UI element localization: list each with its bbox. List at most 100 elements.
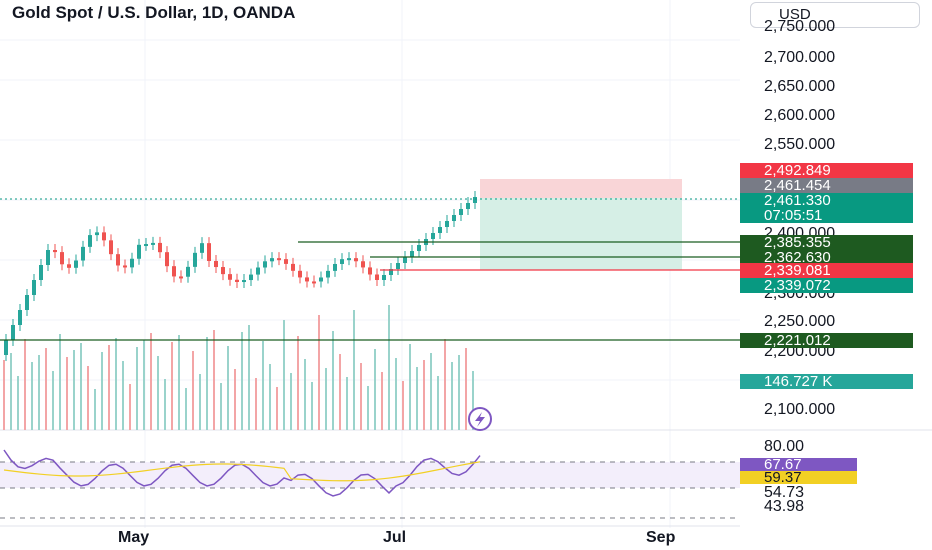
currency-selector[interactable]: USD (750, 2, 920, 28)
volume-bar (10, 353, 12, 430)
volume-bar (290, 373, 292, 430)
level-price-tag[interactable]: 2,385.355 (740, 235, 913, 250)
volume-bar (367, 386, 369, 430)
price-axis-label: 2,250.000 (764, 313, 836, 330)
volume-bar (374, 349, 376, 430)
candle-body (81, 246, 85, 261)
volume-bar (297, 336, 299, 430)
horizontal-levels (0, 198, 740, 341)
volume-bar (276, 387, 278, 430)
volume-bar (157, 356, 159, 430)
candle-body (158, 242, 162, 253)
candle-body (291, 263, 295, 271)
volume-bar (122, 361, 124, 430)
candle-body (340, 259, 344, 264)
candle-body (95, 232, 99, 236)
candle-body (319, 277, 323, 282)
level-price-tag[interactable]: 2,221.012 (740, 333, 913, 348)
volume-bar (451, 362, 453, 430)
volume-bar (388, 305, 390, 430)
take-profit-price-tag[interactable]: 2,339.072 (740, 278, 913, 293)
volume-bar (164, 379, 166, 430)
volume-bar (192, 351, 194, 430)
time-axis-label: Sep (646, 529, 676, 546)
candle-body (396, 263, 400, 269)
bar-countdown: 07:05:51 (764, 207, 823, 224)
candle-body (417, 245, 421, 251)
volume-bar (31, 362, 33, 430)
candle-body (242, 280, 246, 283)
candle-body (263, 261, 267, 268)
volume-bar (269, 364, 271, 430)
volume-bar (178, 335, 180, 430)
volume-tag[interactable]: 146.727 K (740, 374, 913, 389)
volume-bar (339, 354, 341, 430)
volume-bar (409, 344, 411, 430)
rsi-axis-label: 54.73 (764, 484, 805, 501)
stop-loss-price-tag[interactable]: 2,492.849 (740, 163, 913, 178)
volume-bar (227, 346, 229, 430)
candle-body (438, 227, 442, 233)
candle-body (347, 258, 351, 261)
volume-bar (402, 381, 404, 430)
rsi-axis-label: 80.00 (764, 438, 805, 455)
volume-bar (458, 355, 460, 430)
rsi-value-tag[interactable]: 67.67 (740, 457, 857, 472)
candle-body (221, 267, 225, 275)
candle-body (130, 258, 134, 268)
candle-body (228, 274, 232, 280)
candle-body (88, 235, 92, 247)
volume-bar (94, 389, 96, 430)
entry-price-tag[interactable]: 2,339.081 (740, 263, 913, 278)
volume-bar (73, 350, 75, 430)
volume-bar (45, 348, 47, 430)
last-price-tag[interactable]: 2,461.330 07:05:51 (740, 193, 913, 223)
candle-body (25, 295, 29, 310)
volume-bar (199, 374, 201, 430)
candle-body (172, 266, 176, 277)
volume-bar (437, 376, 439, 430)
candle-body (123, 265, 127, 268)
candle-body (298, 270, 302, 278)
candle-body (410, 251, 414, 257)
price-axis-label: 2,750.000 (764, 18, 836, 35)
volume-bar (346, 377, 348, 430)
rsi-ma-line (3, 461, 481, 482)
volume-bar (416, 367, 418, 430)
candle-body (32, 280, 36, 295)
volume-bar (101, 352, 103, 430)
volume-bar (304, 359, 306, 430)
volume-bars (3, 305, 474, 430)
volume-bar (234, 369, 236, 430)
rsi-axis-label: 43.98 (764, 498, 805, 515)
price-axis-label: 2,600.000 (764, 107, 836, 124)
price-axis-label: 2,650.000 (764, 78, 836, 95)
candle-body (312, 281, 316, 284)
candle-body (151, 242, 155, 245)
volume-bar (108, 345, 110, 430)
candle-body (193, 252, 197, 267)
volume-bar (311, 382, 313, 430)
candle-body (466, 203, 470, 209)
candles (4, 191, 477, 361)
candle-body (67, 264, 71, 268)
lightning-bolt-icon-glyph (475, 412, 485, 427)
icons-layer (468, 407, 492, 431)
candle-body (375, 274, 379, 280)
candle-body (74, 260, 78, 268)
candle-body (256, 267, 260, 275)
candle-body (305, 277, 309, 282)
time-axis-label: Jul (383, 529, 407, 546)
candle-body (179, 276, 183, 279)
volume-bar (59, 334, 61, 430)
candle-body (431, 233, 435, 239)
volume-bar (465, 348, 467, 430)
previous-close-price-tag[interactable]: 2,461.454 (740, 178, 913, 193)
candle-body (60, 252, 64, 265)
volume-bar (185, 388, 187, 430)
rsi-ma-value-tag[interactable]: 59.37 (740, 470, 857, 485)
level-price-tag[interactable]: 2,362.630 (740, 250, 913, 265)
last-price-value: 2,461.330 (764, 192, 831, 209)
volume-bar (24, 339, 26, 430)
